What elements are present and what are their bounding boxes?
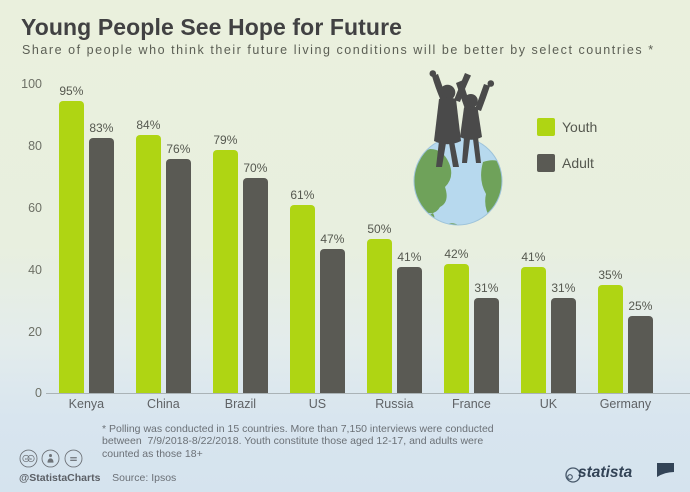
svg-text:c: c [25,457,27,461]
svg-text:c: c [30,457,32,461]
svg-text:statista: statista [578,464,633,481]
